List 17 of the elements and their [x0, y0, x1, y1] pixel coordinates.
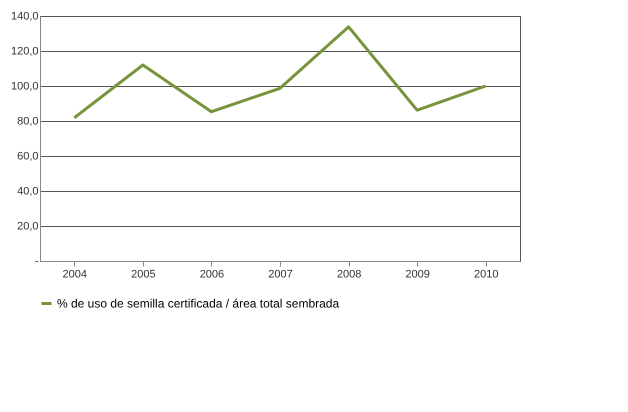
x-tick-label: 2004 — [62, 268, 88, 280]
y-tick-label: 80,0 — [17, 116, 38, 128]
y-tick-label: 60,0 — [17, 150, 38, 162]
x-tick-label: 2009 — [405, 268, 430, 280]
y-tick-label: 120,0 — [10, 46, 38, 58]
line-series — [72, 25, 488, 120]
x-tick-label: 2008 — [336, 268, 362, 280]
y-tick-label: - — [34, 256, 39, 268]
legend-label: % de uso de semilla certificada / área total sembrada — [57, 296, 340, 310]
x-tick-label: 2006 — [200, 268, 224, 280]
y-tick-label: 40,0 — [17, 186, 38, 198]
y-tick-label: 20,0 — [17, 220, 38, 232]
y-tick-label: 100,0 — [10, 80, 38, 92]
y-tick-label: 140,0 — [10, 10, 38, 22]
x-tick-label: 2005 — [131, 268, 156, 280]
x-tick-label: 2007 — [268, 268, 293, 280]
x-tick-label: 2010 — [474, 268, 498, 280]
